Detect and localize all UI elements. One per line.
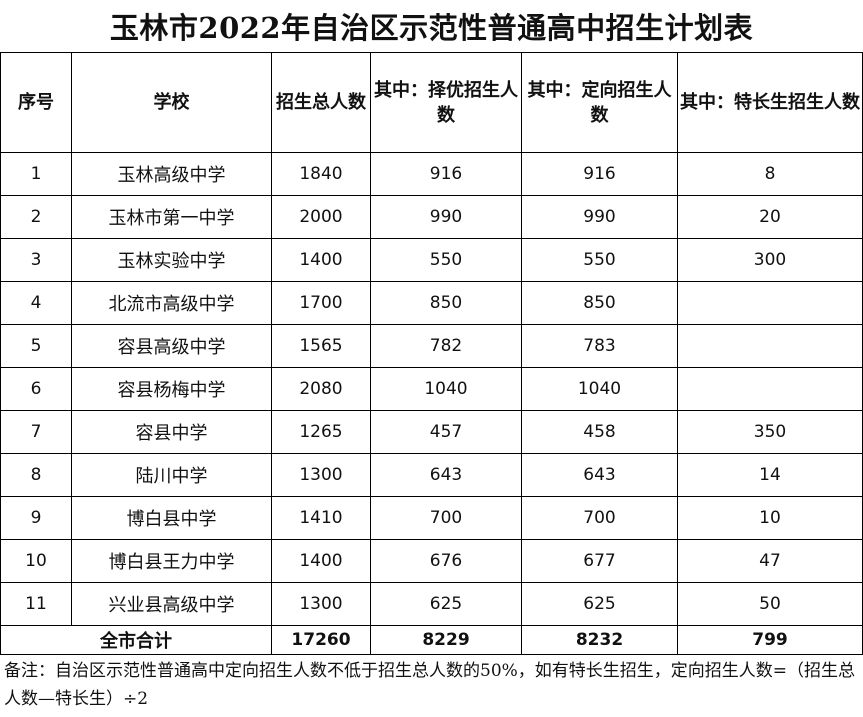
cell-directed: 990 — [521, 195, 678, 239]
cell-directed: 700 — [521, 496, 678, 540]
table-row: 2 玉林市第一中学 2000 990 990 20 — [0, 195, 863, 239]
header-special: 其中：特长生招生人数 — [677, 52, 863, 153]
header-total: 招生总人数 — [271, 52, 371, 153]
footnote: 备注：自治区示范性普通高中定向招生人数不低于招生总人数的50%，如有特长生招生，… — [4, 661, 856, 709]
table-row: 3 玉林实验中学 1400 550 550 300 — [0, 238, 863, 282]
cell-special: 10 — [677, 496, 863, 540]
cell-merit: 990 — [370, 195, 522, 239]
table-row: 7 容县中学 1265 457 458 350 — [0, 410, 863, 454]
cell-seq: 2 — [0, 195, 72, 239]
cell-seq: 5 — [0, 324, 72, 368]
cell-seq: 9 — [0, 496, 72, 540]
cell-seq: 4 — [0, 281, 72, 325]
cell-special: 47 — [677, 539, 863, 583]
table-row: 9 博白县中学 1410 700 700 10 — [0, 496, 863, 540]
cell-seq: 3 — [0, 238, 72, 282]
totals-merit: 8229 — [370, 625, 522, 655]
cell-special: 8 — [677, 152, 863, 196]
table-row: 8 陆川中学 1300 643 643 14 — [0, 453, 863, 497]
cell-merit: 643 — [370, 453, 522, 497]
table-body: 1 玉林高级中学 1840 916 916 8 2 玉林市第一中学 2000 990 990 20 3 玉… — [0, 152, 863, 626]
cell-directed: 550 — [521, 238, 678, 282]
header-directed: 其中：定向招生人数 — [521, 52, 678, 153]
cell-seq: 10 — [0, 539, 72, 583]
totals-total: 17260 — [271, 625, 371, 655]
cell-directed: 458 — [521, 410, 678, 454]
cell-seq: 1 — [0, 152, 72, 196]
cell-merit: 782 — [370, 324, 522, 368]
cell-total: 1840 — [271, 152, 371, 196]
cell-merit: 625 — [370, 582, 522, 626]
table-row: 5 容县高级中学 1565 782 783 — [0, 324, 863, 368]
cell-merit: 550 — [370, 238, 522, 282]
cell-school: 容县杨梅中学 — [71, 367, 272, 411]
cell-total: 1700 — [271, 281, 371, 325]
table-row: 6 容县杨梅中学 2080 1040 1040 — [0, 367, 863, 411]
cell-school: 北流市高级中学 — [71, 281, 272, 325]
cell-school: 玉林市第一中学 — [71, 195, 272, 239]
cell-special: 14 — [677, 453, 863, 497]
totals-special: 799 — [677, 625, 863, 655]
cell-special: 350 — [677, 410, 863, 454]
cell-directed: 1040 — [521, 367, 678, 411]
cell-special: 300 — [677, 238, 863, 282]
header-merit: 其中：择优招生人数 — [370, 52, 522, 153]
cell-total: 1410 — [271, 496, 371, 540]
cell-school: 博白县中学 — [71, 496, 272, 540]
cell-directed: 677 — [521, 539, 678, 583]
cell-special — [677, 367, 863, 411]
totals-row: 全市合计 17260 8229 8232 799 — [0, 625, 863, 655]
cell-total: 1265 — [271, 410, 371, 454]
cell-total: 2000 — [271, 195, 371, 239]
cell-total: 1400 — [271, 539, 371, 583]
cell-total: 1400 — [271, 238, 371, 282]
cell-special — [677, 324, 863, 368]
cell-school: 博白县王力中学 — [71, 539, 272, 583]
cell-school: 兴业县高级中学 — [71, 582, 272, 626]
cell-seq: 11 — [0, 582, 72, 626]
header-seq: 序号 — [0, 52, 72, 153]
cell-directed: 625 — [521, 582, 678, 626]
cell-merit: 850 — [370, 281, 522, 325]
table-row: 10 博白县王力中学 1400 676 677 47 — [0, 539, 863, 583]
cell-school: 玉林实验中学 — [71, 238, 272, 282]
sheet-title: 玉林市2022年自治区示范性普通高中招生计划表 — [109, 11, 754, 45]
cell-special — [677, 281, 863, 325]
cell-special: 20 — [677, 195, 863, 239]
table-row: 1 玉林高级中学 1840 916 916 8 — [0, 152, 863, 196]
table-row: 4 北流市高级中学 1700 850 850 — [0, 281, 863, 325]
cell-merit: 1040 — [370, 367, 522, 411]
cell-seq: 7 — [0, 410, 72, 454]
cell-seq: 6 — [0, 367, 72, 411]
cell-merit: 457 — [370, 410, 522, 454]
cell-directed: 643 — [521, 453, 678, 497]
table-row: 11 兴业县高级中学 1300 625 625 50 — [0, 582, 863, 626]
cell-school: 容县中学 — [71, 410, 272, 454]
cell-merit: 916 — [370, 152, 522, 196]
cell-directed: 783 — [521, 324, 678, 368]
cell-total: 2080 — [271, 367, 371, 411]
header-row: 序号 学校 招生总人数 其中：择优招生人数 其中：定向招生人数 其中：特长生招生… — [0, 52, 863, 153]
cell-merit: 700 — [370, 496, 522, 540]
cell-total: 1565 — [271, 324, 371, 368]
cell-directed: 850 — [521, 281, 678, 325]
cell-school: 陆川中学 — [71, 453, 272, 497]
cell-directed: 916 — [521, 152, 678, 196]
header-school: 学校 — [71, 52, 272, 153]
cell-merit: 676 — [370, 539, 522, 583]
totals-directed: 8232 — [521, 625, 678, 655]
totals-label: 全市合计 — [0, 625, 272, 655]
cell-school: 容县高级中学 — [71, 324, 272, 368]
cell-school: 玉林高级中学 — [71, 152, 272, 196]
cell-seq: 8 — [0, 453, 72, 497]
enrollment-plan-table: 序号 学校 招生总人数 其中：择优招生人数 其中：定向招生人数 其中：特长生招生… — [0, 52, 863, 655]
cell-total: 1300 — [271, 453, 371, 497]
cell-total: 1300 — [271, 582, 371, 626]
cell-special: 50 — [677, 582, 863, 626]
